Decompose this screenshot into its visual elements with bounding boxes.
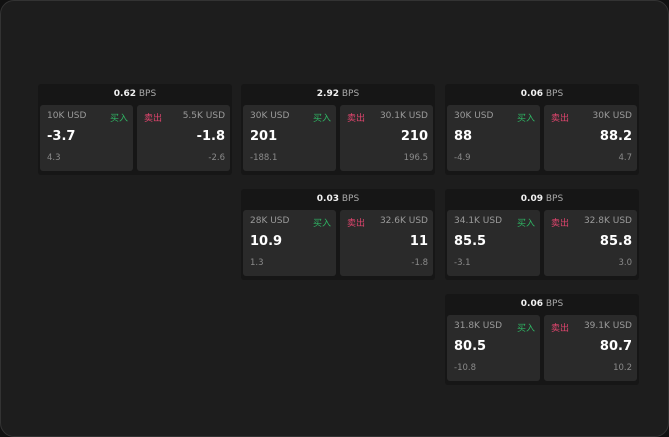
sell-panel[interactable]: 卖出 5.5K USD -1.8 -2.6 [137, 105, 230, 171]
spread-unit: BPS [341, 194, 360, 204]
bid-size: 10K USD [47, 111, 87, 121]
spread-value: 0.03 [316, 194, 339, 204]
ask-sub: 196.5 [403, 153, 428, 163]
sell-label: 卖出 [347, 219, 366, 229]
spread-unit: BPS [545, 299, 564, 309]
quote-card: 0.09 BPS 34.1K USD 买入 85.5 -3.1 卖出 32.8K U… [445, 189, 639, 280]
bid-price: 201 [250, 129, 278, 144]
spread-value: 0.06 [520, 89, 543, 99]
bid-price: 10.9 [250, 234, 283, 249]
spread-header: 0.62 BPS [38, 84, 232, 105]
quote-card: 0.06 BPS 30K USD 买入 88 -4.9 卖出 30K USD 88.… [445, 84, 639, 175]
ask-sub: -2.6 [208, 153, 225, 163]
sell-label: 卖出 [551, 219, 570, 229]
quote-card: 0.03 BPS 28K USD 买入 10.9 1.3 卖出 32.6K USD … [241, 189, 435, 280]
buy-panel[interactable]: 30K USD 买入 88 -4.9 [447, 105, 540, 171]
ask-size: 5.5K USD [182, 111, 225, 121]
sell-panel[interactable]: 卖出 32.8K USD 85.8 3.0 [544, 210, 637, 276]
sell-label: 卖出 [551, 114, 570, 124]
ask-sub: 10.2 [613, 363, 632, 373]
bid-price: 88 [454, 129, 473, 144]
buy-label: 买入 [312, 219, 331, 229]
spread-unit: BPS [138, 89, 157, 99]
ask-price: 85.8 [599, 234, 632, 249]
sell-panel[interactable]: 卖出 30K USD 88.2 4.7 [544, 105, 637, 171]
spread-value: 2.92 [316, 89, 339, 99]
sell-label: 卖出 [347, 114, 366, 124]
spread-header: 0.06 BPS [445, 294, 639, 315]
spread-unit: BPS [545, 194, 564, 204]
ask-price: 11 [409, 234, 428, 249]
ask-price: 80.7 [599, 339, 632, 354]
bid-price: 80.5 [454, 339, 487, 354]
bid-sub: -3.1 [454, 258, 471, 268]
buy-panel[interactable]: 34.1K USD 买入 85.5 -3.1 [447, 210, 540, 276]
bid-sub: -188.1 [250, 153, 278, 163]
sell-panel[interactable]: 卖出 32.6K USD 11 -1.8 [340, 210, 433, 276]
ask-sub: 3.0 [618, 258, 632, 268]
bid-sub: 1.3 [250, 258, 264, 268]
buy-label: 买入 [109, 114, 128, 124]
spread-header: 0.06 BPS [445, 84, 639, 105]
spread-value: 0.06 [520, 299, 543, 309]
bid-size: 28K USD [250, 216, 290, 226]
bid-sub: -4.9 [454, 153, 471, 163]
bid-size: 34.1K USD [454, 216, 503, 226]
ask-size: 32.6K USD [379, 216, 428, 226]
bid-sub: 4.3 [47, 153, 61, 163]
bid-price: 85.5 [454, 234, 487, 249]
buy-panel[interactable]: 30K USD 买入 201 -188.1 [243, 105, 336, 171]
spread-unit: BPS [341, 89, 360, 99]
ask-price: -1.8 [196, 129, 225, 144]
buy-label: 买入 [312, 114, 331, 124]
ask-sub: -1.8 [411, 258, 428, 268]
sell-panel[interactable]: 卖出 30.1K USD 210 196.5 [340, 105, 433, 171]
buy-label: 买入 [516, 324, 535, 334]
spread-header: 2.92 BPS [241, 84, 435, 105]
spread-unit: BPS [545, 89, 564, 99]
ask-sub: 4.7 [618, 153, 632, 163]
buy-label: 买入 [516, 219, 535, 229]
spread-value: 0.09 [520, 194, 543, 204]
sell-panel[interactable]: 卖出 39.1K USD 80.7 10.2 [544, 315, 637, 381]
spread-header: 0.03 BPS [241, 189, 435, 210]
buy-label: 买入 [516, 114, 535, 124]
buy-panel[interactable]: 31.8K USD 买入 80.5 -10.8 [447, 315, 540, 381]
quote-card: 2.92 BPS 30K USD 买入 201 -188.1 卖出 30.1K US… [241, 84, 435, 175]
ask-size: 39.1K USD [583, 321, 632, 331]
bid-size: 30K USD [454, 111, 494, 121]
ask-size: 30K USD [592, 111, 632, 121]
quote-card: 0.06 BPS 31.8K USD 买入 80.5 -10.8 卖出 39.1K … [445, 294, 639, 385]
buy-panel[interactable]: 28K USD 买入 10.9 1.3 [243, 210, 336, 276]
ask-price: 210 [400, 129, 428, 144]
quote-card: 0.62 BPS 10K USD 买入 -3.7 4.3 卖出 5.5K USD -… [38, 84, 232, 175]
sell-label: 卖出 [144, 114, 163, 124]
bid-size: 30K USD [250, 111, 290, 121]
spread-header: 0.09 BPS [445, 189, 639, 210]
bid-sub: -10.8 [454, 363, 476, 373]
ask-size: 32.8K USD [583, 216, 632, 226]
bid-price: -3.7 [47, 129, 76, 144]
sell-label: 卖出 [551, 324, 570, 334]
bid-size: 31.8K USD [454, 321, 503, 331]
buy-panel[interactable]: 10K USD 买入 -3.7 4.3 [40, 105, 133, 171]
ask-size: 30.1K USD [379, 111, 428, 121]
spread-value: 0.62 [113, 89, 136, 99]
ask-price: 88.2 [599, 129, 632, 144]
